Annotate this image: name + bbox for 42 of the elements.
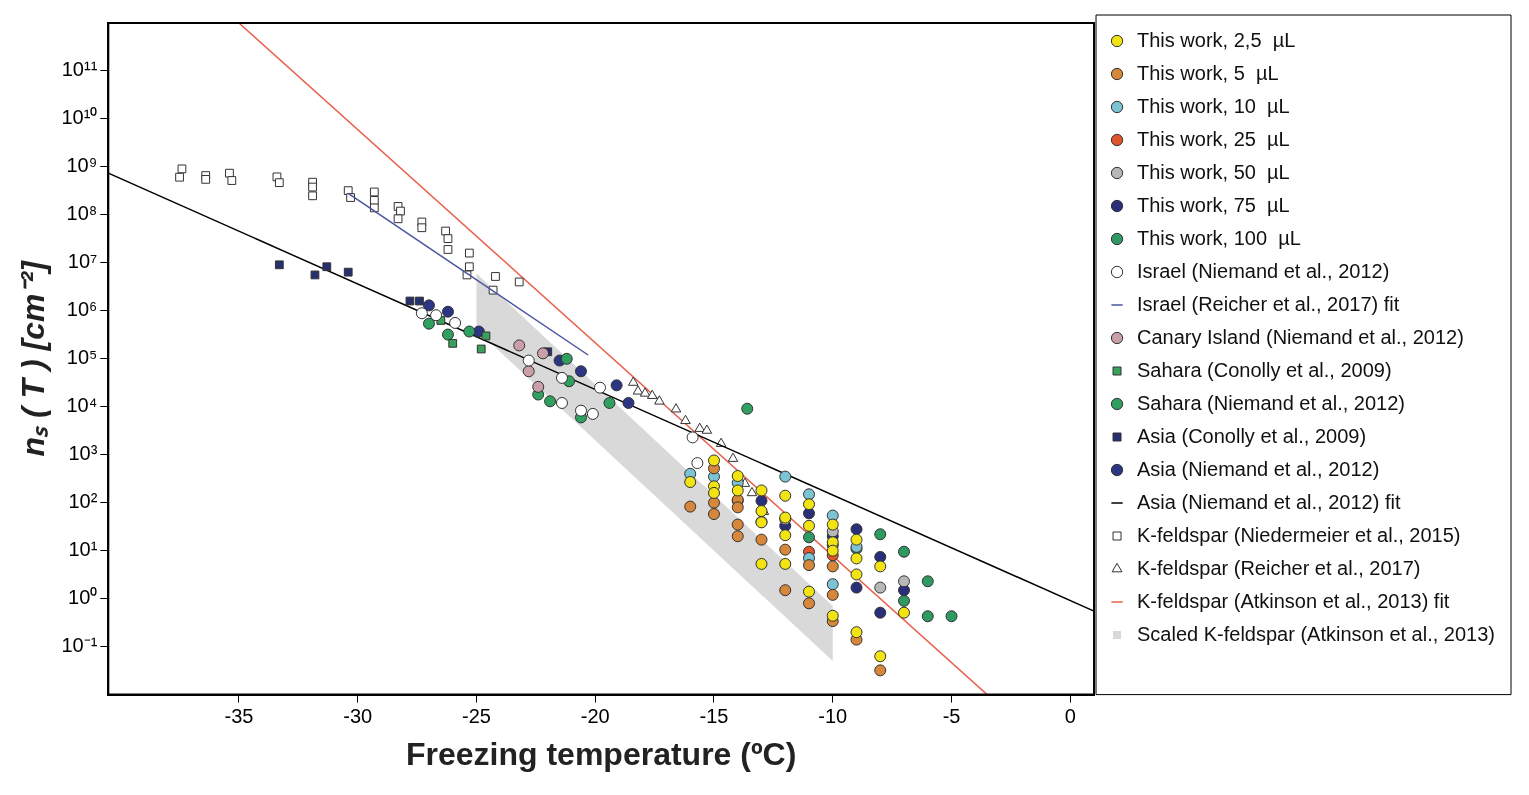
legend-label: Israel (Reicher et al., 2017) fit [1137, 292, 1400, 315]
legend-label: Asia (Niemand et al., 2012) [1137, 457, 1380, 480]
y-tick-label: 10⁰ [68, 586, 98, 609]
y-tick-label: 10⁵ [66, 346, 98, 369]
x-tick-label: -25 [462, 705, 491, 728]
legend-label: Asia (Niemand et al., 2012) fit [1137, 490, 1401, 513]
y-tick-label: 10¹⁰ [61, 106, 98, 129]
y-tick-label: 10⁷ [67, 250, 98, 273]
y-tick-label: 10⁹ [66, 154, 98, 177]
x-tick-label: -30 [343, 705, 373, 728]
y-tick-label: 10¹¹ [61, 58, 98, 81]
x-axis-title: Freezing temperature (ºC) [405, 735, 797, 772]
y-tick-label: 10⁻¹ [61, 634, 98, 657]
legend-label: K-feldspar (Niedermeier et al., 2015) [1137, 523, 1461, 546]
legend-label: This work, 50 µL [1137, 160, 1290, 183]
legend-label: Canary Island (Niemand et al., 2012) [1137, 325, 1464, 348]
legend-label: This work, 5 µL [1137, 61, 1279, 84]
legend-label: K-feldspar (Reicher et al., 2017) [1137, 556, 1421, 579]
legend-label: This work, 2,5 µL [1137, 28, 1296, 51]
x-tick-label: -5 [942, 705, 961, 728]
legend-label: K-feldspar (Atkinson et al., 2013) fit [1137, 589, 1450, 612]
y-axis-title: nₛ ( T ) [cm⁻²] [15, 259, 52, 457]
legend-label: Israel (Niemand et al., 2012) [1137, 259, 1390, 282]
legend-label: This work, 10 µL [1137, 94, 1290, 117]
legend-label: This work, 75 µL [1137, 193, 1290, 216]
y-tick-label: 10⁶ [66, 298, 98, 321]
legend-label: Asia (Conolly et al., 2009) [1137, 424, 1367, 447]
legend-label: Scaled K-feldspar (Atkinson et al., 2013) [1137, 622, 1495, 645]
y-tick-label: 10² [68, 490, 98, 513]
legend-label: This work, 100 µL [1137, 226, 1301, 249]
y-tick-label: 10³ [68, 442, 98, 465]
y-tick-label: 10⁴ [66, 394, 98, 417]
y-tick-label: 10¹ [68, 538, 98, 561]
legend-label: This work, 25 µL [1137, 127, 1290, 150]
x-tick-label: -15 [699, 705, 729, 728]
legend-label: Sahara (Conolly et al., 2009) [1137, 358, 1392, 381]
legend-label: Sahara (Niemand et al., 2012) [1137, 391, 1405, 414]
x-tick-label: -20 [580, 705, 610, 728]
x-tick-label: 0 [1064, 705, 1076, 728]
x-tick-label: -35 [224, 705, 254, 728]
x-tick-label: -10 [818, 705, 848, 728]
y-tick-label: 10⁸ [66, 202, 98, 225]
